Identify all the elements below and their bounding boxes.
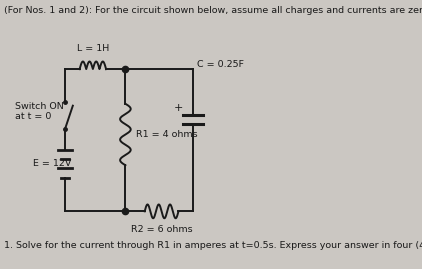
Text: Switch ON
at t = 0: Switch ON at t = 0 [16,102,64,121]
Text: E = 12V: E = 12V [32,159,71,168]
Text: +: + [173,103,183,113]
Text: R1 = 4 ohms: R1 = 4 ohms [135,130,197,139]
Text: R2 = 6 ohms: R2 = 6 ohms [131,225,192,234]
Text: 1. Solve for the current through R1 in amperes at t=0.5s. Express your answer in: 1. Solve for the current through R1 in a… [4,241,422,250]
Text: (For Nos. 1 and 2): For the circuit shown below, assume all charges and currents: (For Nos. 1 and 2): For the circuit show… [4,6,422,15]
Text: L = 1H: L = 1H [77,44,109,53]
Text: C = 0.25F: C = 0.25F [197,59,243,69]
